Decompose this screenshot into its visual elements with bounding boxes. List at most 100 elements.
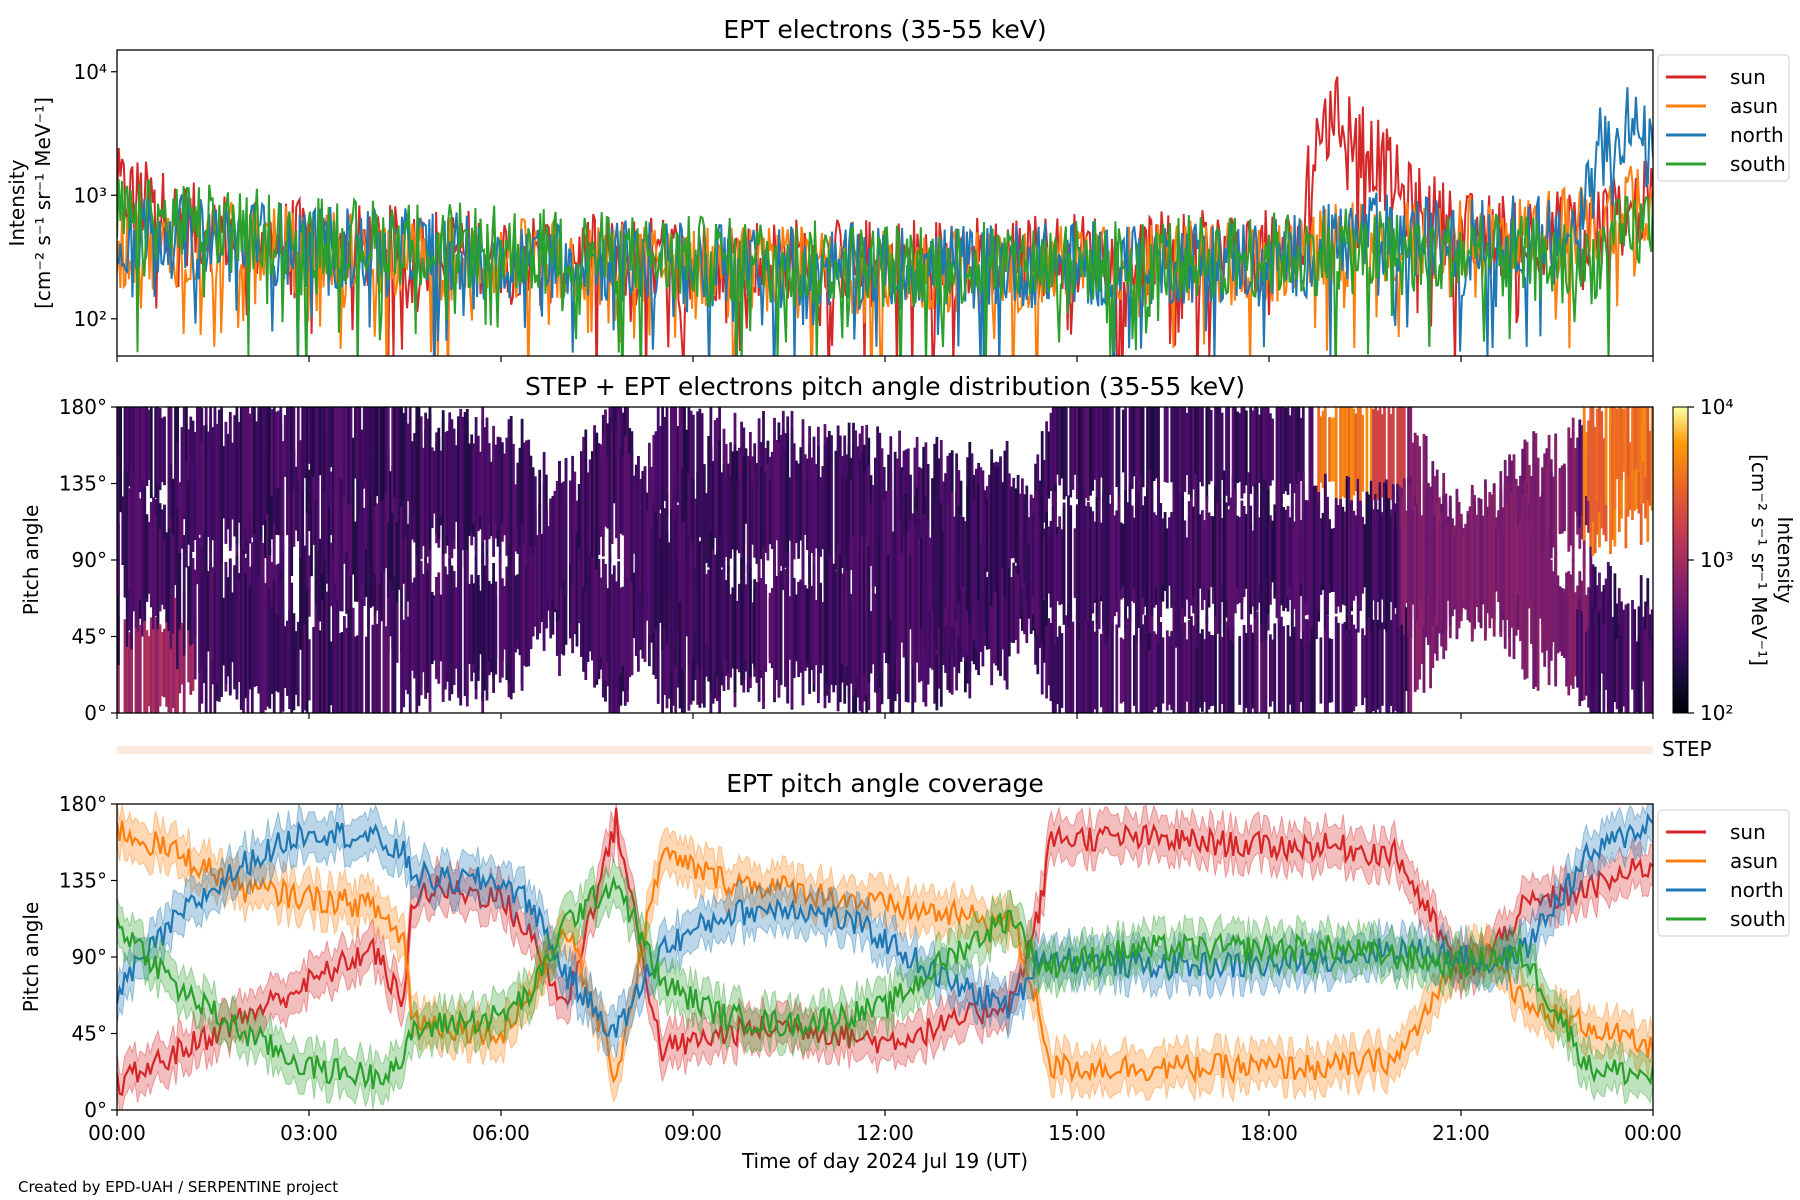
heatmap-cell [463, 552, 467, 696]
heatmap-cell [1418, 503, 1421, 606]
heatmap-cell [1593, 427, 1597, 554]
heatmap-cell [762, 547, 765, 702]
heatmap-cell [1484, 487, 1487, 637]
heatmap-cell [599, 577, 603, 657]
heatmap-cell [1609, 603, 1612, 713]
heatmap-cell [255, 542, 258, 686]
heatmap-cell [588, 459, 592, 554]
heatmap-cell [505, 437, 509, 537]
heatmap-cell [1058, 516, 1062, 606]
heatmap-cell [316, 449, 320, 554]
heatmap-cell [1154, 634, 1158, 707]
heatmap-cell [659, 425, 662, 510]
heatmap-cell [141, 407, 144, 514]
heatmap-cell [852, 445, 855, 607]
heatmap-cell [224, 421, 228, 544]
heatmap-cell [977, 483, 980, 600]
heatmap-cell [1143, 496, 1147, 607]
heatmap-cell [1231, 476, 1235, 627]
heatmap-cell [1330, 638, 1334, 703]
heatmap-cell [1170, 631, 1174, 710]
heatmap-cell [360, 599, 364, 713]
heatmap-cell [198, 407, 201, 535]
heatmap-cell [1064, 407, 1068, 497]
heatmap-cell [1541, 550, 1544, 626]
heatmap-cell [465, 549, 469, 699]
heatmap-cell [365, 514, 368, 598]
heatmap-cell [836, 446, 840, 597]
heatmap-cell [1104, 407, 1108, 521]
heatmap-cell [316, 407, 320, 486]
heatmap-cell [650, 527, 653, 617]
heatmap-cell [1163, 512, 1167, 591]
heatmap-cell [301, 407, 305, 493]
heatmap-cell [733, 444, 737, 589]
heatmap-cell [520, 523, 524, 685]
heatmap-cell [1400, 407, 1404, 529]
heatmap-cell [1091, 407, 1095, 491]
heatmap-cell [1613, 407, 1617, 510]
heatmap-cell [1122, 409, 1125, 473]
heatmap-cell [402, 412, 406, 501]
heatmap-cell [312, 457, 316, 545]
heatmap-cell [777, 442, 781, 579]
heatmap-cell [325, 407, 329, 516]
heatmap-cell [452, 428, 456, 539]
heatmap-cell [597, 559, 601, 671]
heatmap-cell [586, 542, 590, 662]
heatmap-cell [283, 626, 287, 688]
heatmap-cell [718, 534, 721, 698]
legend-label-sun: sun [1730, 65, 1766, 89]
heatmap-cell [207, 456, 210, 537]
coverage-line-asun [117, 820, 1653, 1085]
heatmap-cell [417, 563, 421, 706]
heatmap-cell [560, 482, 563, 590]
heatmap-cell [643, 468, 647, 624]
heatmap-cell [303, 624, 307, 711]
heatmap-cell [1639, 604, 1643, 713]
heatmap-cell [1172, 489, 1176, 648]
heatmap-cell [1580, 610, 1584, 701]
heatmap-cell [1100, 407, 1103, 478]
heatmap-cell [1639, 407, 1643, 505]
heatmap-cell [948, 452, 952, 582]
heatmap-cell [1374, 407, 1378, 516]
heatmap-cell [211, 446, 215, 541]
heatmap-cell [362, 407, 366, 489]
heatmap-cell [1016, 553, 1020, 654]
heatmap-cell [823, 444, 827, 593]
heatmap-cell [612, 407, 616, 504]
heatmap-cell [1356, 407, 1360, 529]
heatmap-cell [1086, 610, 1090, 713]
heatmap-cell [1192, 407, 1195, 490]
heatmap-cell [1517, 526, 1520, 594]
heatmap-cell [257, 407, 261, 541]
heatmap-cell [1407, 569, 1410, 713]
heatmap-cell [1247, 591, 1250, 713]
heatmap-cell [1453, 535, 1457, 610]
heatmap-cell [1067, 604, 1070, 713]
heatmap-cell [334, 595, 337, 713]
heatmap-cell [1192, 625, 1195, 713]
heatmap-cell [1036, 493, 1040, 635]
heatmap-cell [843, 552, 847, 685]
heatmap-cell [1319, 637, 1323, 704]
heatmap-cell [1569, 437, 1573, 535]
heatmap-cell [904, 533, 908, 658]
heatmap-cell [1378, 485, 1382, 630]
heatmap-cell [327, 504, 331, 647]
heatmap-cell [472, 583, 476, 664]
heatmap-cell [1534, 540, 1538, 687]
heatmap-cell [1334, 407, 1338, 504]
heatmap-cell [1321, 410, 1325, 489]
heatmap-cell [193, 432, 197, 498]
heatmap-cell [316, 619, 320, 713]
heatmap-cell [224, 561, 228, 684]
heatmap-cell [672, 407, 675, 518]
heatmap-cell [705, 573, 708, 644]
heatmap-cell [874, 593, 877, 693]
heatmap-cell [1326, 496, 1329, 607]
heatmap-cell [1069, 505, 1073, 619]
heatmap-cell [487, 443, 491, 524]
